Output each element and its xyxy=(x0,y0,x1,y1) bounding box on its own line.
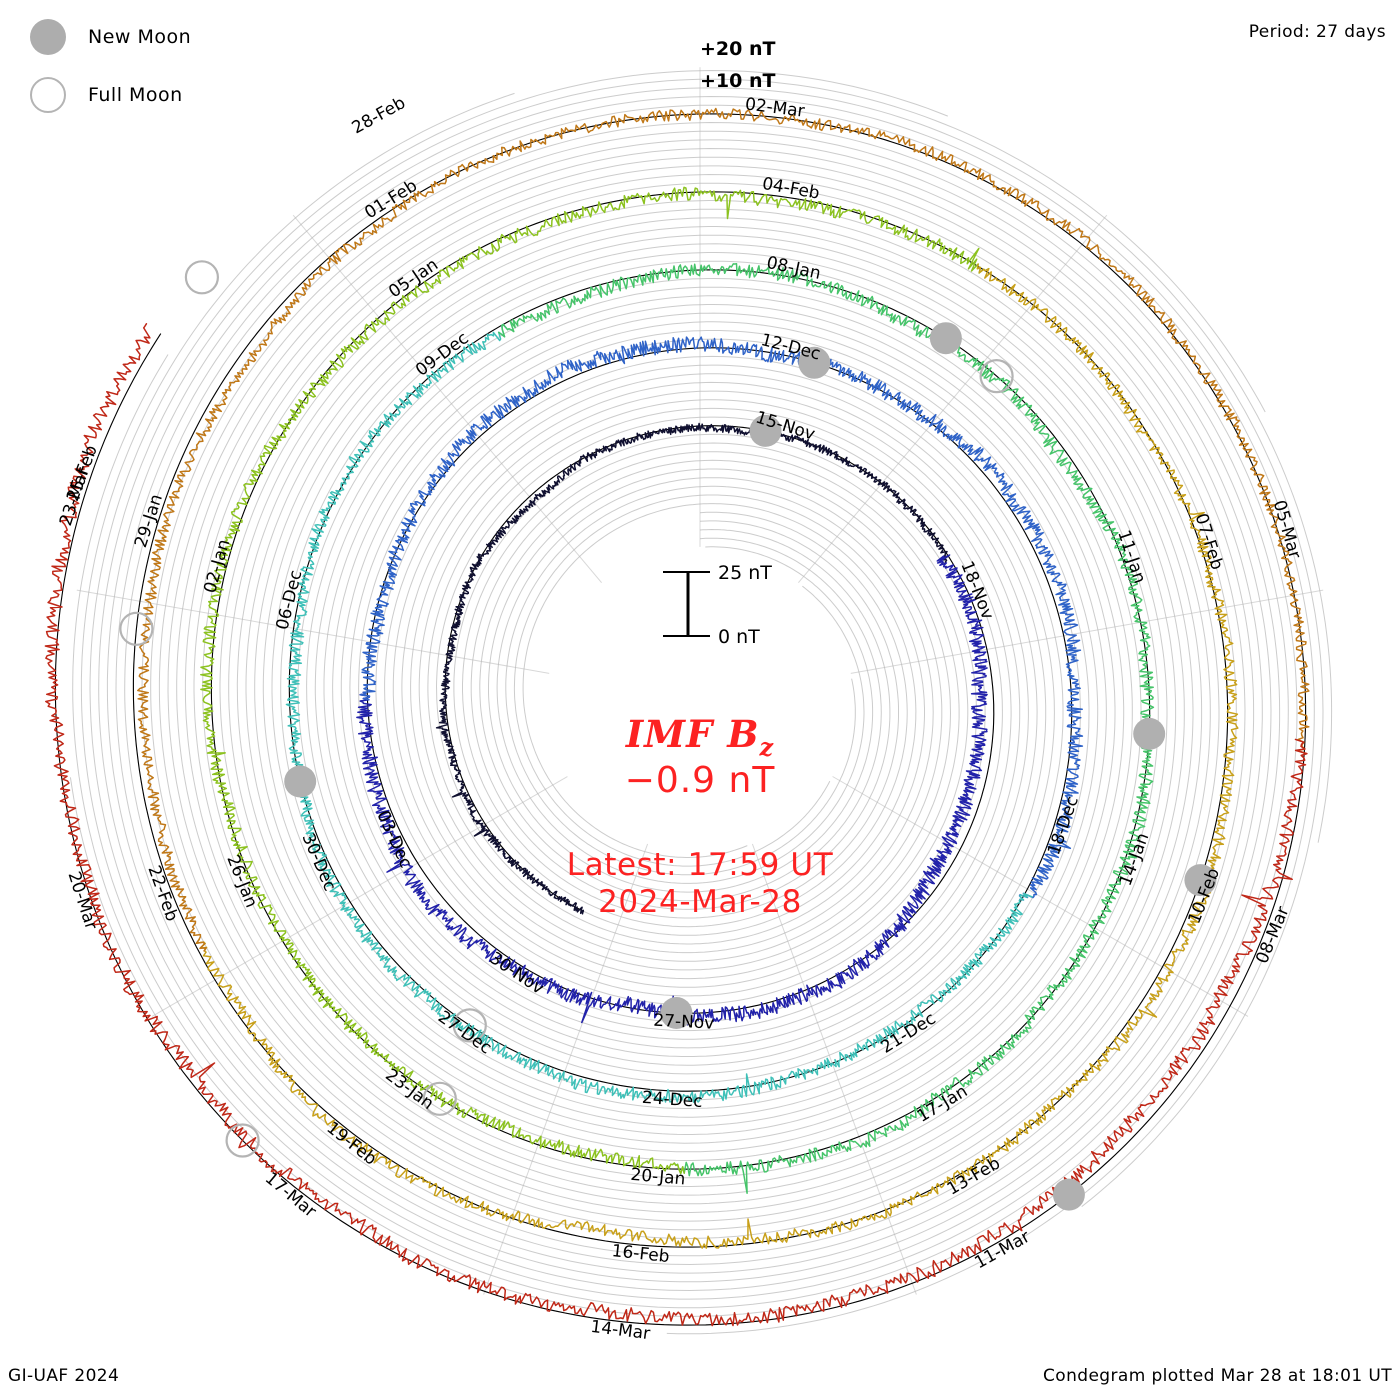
scale-bar-top-label: 25 nT xyxy=(718,562,772,584)
trace-turn-1 xyxy=(435,422,950,915)
full-moon-marker xyxy=(184,260,219,295)
full-moon-marker xyxy=(422,1081,457,1116)
date-label: 07-Feb xyxy=(1191,511,1227,572)
date-label: 28-Feb xyxy=(349,93,409,138)
date-label: 25-Feb xyxy=(63,443,102,504)
date-label: 14-Jan xyxy=(1116,830,1154,888)
full-moon-icon xyxy=(30,77,66,113)
legend-item-full-moon: Full Moon xyxy=(22,66,322,124)
new-moon-marker xyxy=(1184,864,1217,897)
radial-axis-labels: +20 nT +10 nT xyxy=(700,38,776,92)
radial-axis-label: +20 nT xyxy=(700,38,776,60)
date-label: 09-Dec xyxy=(412,328,473,380)
trace-turn-1b xyxy=(356,554,988,1026)
full-moon-marker xyxy=(452,1008,487,1043)
date-label: 13-Feb xyxy=(944,1153,1004,1199)
new-moon-marker xyxy=(749,414,782,447)
date-label: 11-Mar xyxy=(971,1227,1033,1273)
trace-turn-4 xyxy=(497,262,1155,1194)
date-label: 22-Feb xyxy=(143,863,181,924)
radial-gridlines xyxy=(76,67,1324,1295)
legend-label-new-moon: New Moon xyxy=(88,26,192,48)
full-moon-marker xyxy=(225,1123,260,1158)
date-label: 16-Feb xyxy=(611,1241,671,1267)
moon-markers xyxy=(119,260,1217,1211)
radial-axis-label: +10 nT xyxy=(700,70,776,92)
date-label: 26-Jan xyxy=(222,852,261,910)
date-label: 18-Dec xyxy=(1044,794,1083,858)
trace-turn-8 xyxy=(44,323,1308,1327)
date-label: 18-Nov xyxy=(956,558,997,622)
new-moon-marker xyxy=(798,346,831,379)
date-label: 17-Mar xyxy=(261,1168,320,1222)
full-moon-marker xyxy=(119,611,154,646)
period-note: Period: 27 days xyxy=(1248,22,1386,42)
plotted-timestamp-note: Condegram plotted Mar 28 at 18:01 UT xyxy=(1043,1366,1392,1386)
date-label: 03-Dec xyxy=(372,808,415,872)
legend-item-new-moon: New Moon xyxy=(22,8,322,66)
date-label: 30-Dec xyxy=(298,830,340,894)
trace-turn-6 xyxy=(195,263,1239,1249)
moon-phase-legend: New Moon Full Moon xyxy=(22,8,322,124)
new-moon-marker xyxy=(660,997,693,1029)
new-moon-marker xyxy=(284,765,317,798)
trace-turn-5 xyxy=(200,186,990,1175)
new-moon-icon xyxy=(30,19,66,55)
trace-turn-3 xyxy=(285,323,1033,1103)
scale-bar-bottom-label: 0 nT xyxy=(718,626,760,648)
date-label: 08-Mar xyxy=(1252,904,1293,967)
date-label: 05-Mar xyxy=(1269,498,1305,561)
amplitude-scale-bar: 25 nT 0 nT xyxy=(663,562,772,648)
date-label: 24-Dec xyxy=(641,1088,703,1112)
date-label: 20-Jan xyxy=(630,1165,686,1190)
trace-turn-2 xyxy=(359,336,1084,901)
full-moon-marker xyxy=(979,359,1014,394)
new-moon-marker xyxy=(1133,717,1166,750)
credit-note: GI-UAF 2024 xyxy=(8,1366,120,1386)
date-label: 11-Jan xyxy=(1113,528,1149,586)
new-moon-marker xyxy=(1052,1178,1085,1211)
date-label: 27-Nov xyxy=(653,1011,715,1034)
legend-label-full-moon: Full Moon xyxy=(88,84,183,106)
new-moon-marker xyxy=(929,322,962,355)
date-label: 05-Jan xyxy=(385,255,442,302)
date-label: 14-Mar xyxy=(589,1317,651,1344)
